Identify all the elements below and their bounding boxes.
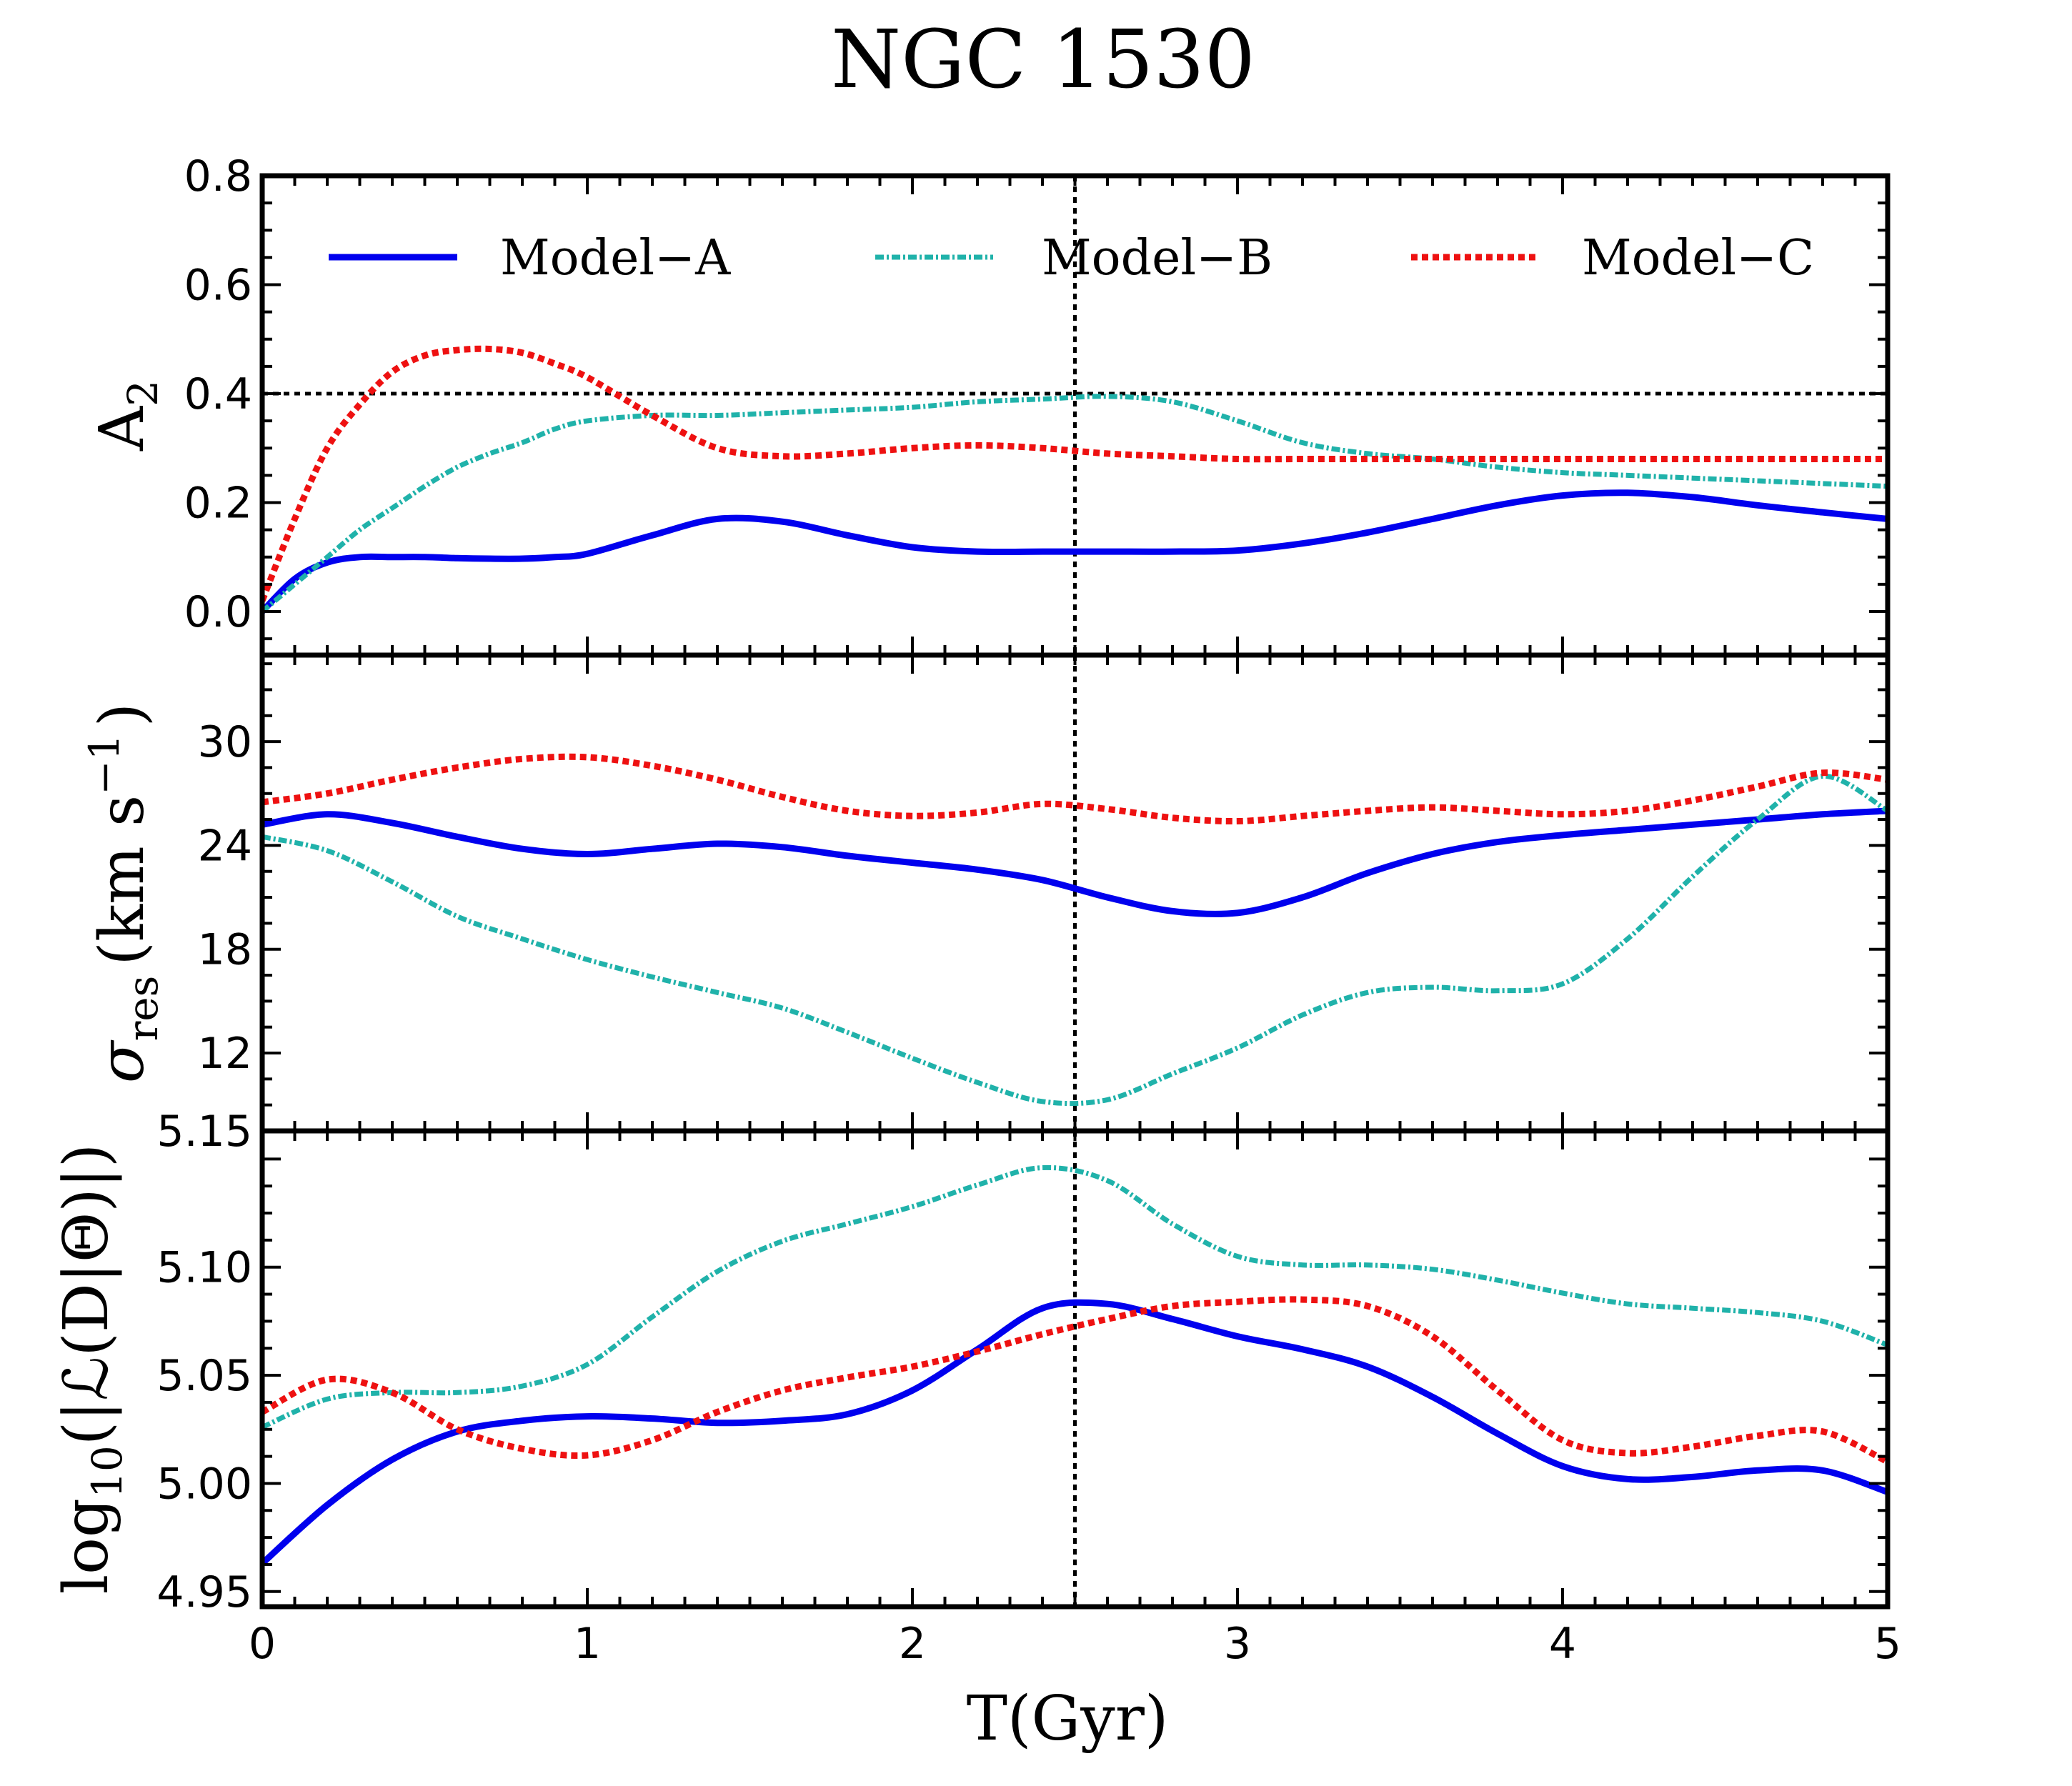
- y-tick-label: 24: [198, 821, 252, 871]
- y-tick-label: 0.2: [184, 479, 252, 529]
- series-model-c-line: [262, 345, 1888, 602]
- y-tick-label: 30: [198, 717, 252, 767]
- panel-bottom: 4.95 5.00 5.05 5.10 5.15 0 1 2 3 4 5 log10(|ℒ(D|Θ)|…: [51, 1107, 1901, 1669]
- y-tick-label: 5.10: [156, 1243, 252, 1293]
- x-tick-label: 2: [899, 1619, 926, 1669]
- x-tick-label: 4: [1549, 1619, 1576, 1669]
- series-model-a-line: [262, 807, 1888, 917]
- y-tick-label: 5.05: [156, 1351, 252, 1401]
- series-model-c-line: [262, 753, 1888, 825]
- panel-middle: 12 18 24 30 σres(km s−1): [80, 652, 1891, 1134]
- panel-top: 0.0 0.2 0.4 0.6 0.8 A2 Model−A Model−B Model−C: [86, 151, 1891, 658]
- y-tick-label: 4.95: [156, 1567, 252, 1617]
- series-model-b-line: [262, 774, 1888, 1107]
- legend-label: Model−A: [500, 230, 731, 286]
- series-model-a-line: [262, 1299, 1888, 1566]
- y-tick-label: 12: [198, 1029, 252, 1079]
- x-tick-label: 3: [1224, 1619, 1251, 1669]
- y-axis-label: log10(|ℒ(D|Θ)|): [51, 1144, 131, 1595]
- series-model-b-line: [262, 1164, 1888, 1430]
- legend-label: Model−C: [1582, 230, 1814, 286]
- y-tick-label: 0.6: [184, 261, 252, 311]
- y-axis-label: A2: [86, 380, 167, 452]
- y-tick-label: 5.00: [156, 1459, 252, 1509]
- x-tick-label: 0: [249, 1619, 276, 1669]
- x-tick-label: 5: [1874, 1619, 1901, 1669]
- y-tick-label: 0.0: [184, 587, 252, 637]
- y-tick-label: 18: [198, 925, 252, 975]
- x-axis-label: T(Gyr): [967, 1683, 1169, 1755]
- y-tick-label: 0.8: [184, 151, 252, 201]
- series-model-a-line: [262, 489, 1888, 614]
- y-tick-label: 5.15: [156, 1107, 252, 1157]
- y-axis-label: σres(km s−1): [80, 703, 167, 1083]
- x-tick-label: 1: [574, 1619, 601, 1669]
- legend: Model−A Model−B Model−C: [329, 230, 1814, 286]
- series-model-b-line: [262, 394, 1888, 614]
- legend-label: Model−B: [1042, 230, 1272, 286]
- figure-title: NGC 1530: [831, 14, 1255, 106]
- series-model-c-line: [262, 1296, 1888, 1465]
- y-tick-label: 0.4: [184, 369, 252, 419]
